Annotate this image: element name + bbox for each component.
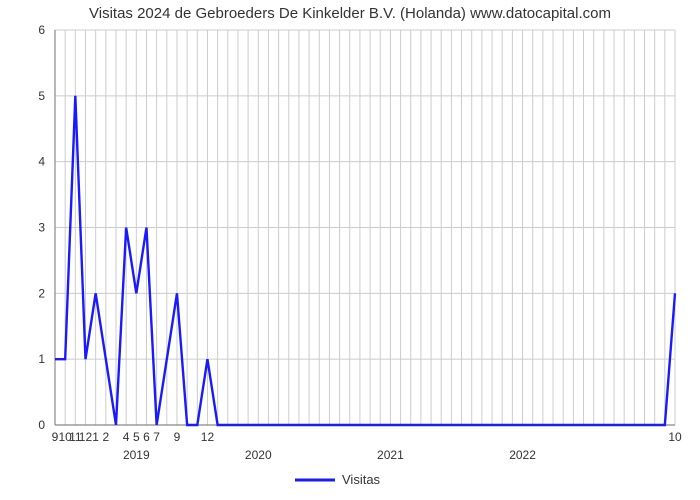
x-month-tick: 10 bbox=[668, 430, 682, 444]
x-month-tick: 9 bbox=[174, 430, 181, 444]
x-month-tick: 4 bbox=[123, 430, 130, 444]
x-month-tick: 12 bbox=[201, 430, 215, 444]
x-month-tick: 5 bbox=[133, 430, 140, 444]
x-year-tick: 2022 bbox=[509, 448, 536, 462]
y-tick: 6 bbox=[38, 23, 45, 37]
legend: Visitas bbox=[295, 472, 381, 487]
legend-label: Visitas bbox=[342, 472, 381, 487]
y-tick: 2 bbox=[38, 286, 45, 300]
x-month-tick: 1 bbox=[92, 430, 99, 444]
x-year-tick: 2019 bbox=[123, 448, 150, 462]
y-tick: 5 bbox=[38, 89, 45, 103]
x-year-tick: 2021 bbox=[377, 448, 404, 462]
chart-title: Visitas 2024 de Gebroeders De Kinkelder … bbox=[89, 5, 611, 22]
y-tick: 0 bbox=[38, 418, 45, 432]
x-year-tick: 2020 bbox=[245, 448, 272, 462]
y-tick: 1 bbox=[38, 352, 45, 366]
x-month-tick: 2 bbox=[102, 430, 109, 444]
x-month-tick: 12 bbox=[79, 430, 93, 444]
visits-chart: Visitas 2024 de Gebroeders De Kinkelder … bbox=[0, 0, 700, 500]
y-tick: 4 bbox=[38, 155, 45, 169]
plot-area: 0123456910111212456791210201920202021202… bbox=[38, 23, 682, 462]
x-month-tick: 7 bbox=[153, 430, 160, 444]
y-tick: 3 bbox=[38, 221, 45, 235]
x-month-tick: 6 bbox=[143, 430, 150, 444]
